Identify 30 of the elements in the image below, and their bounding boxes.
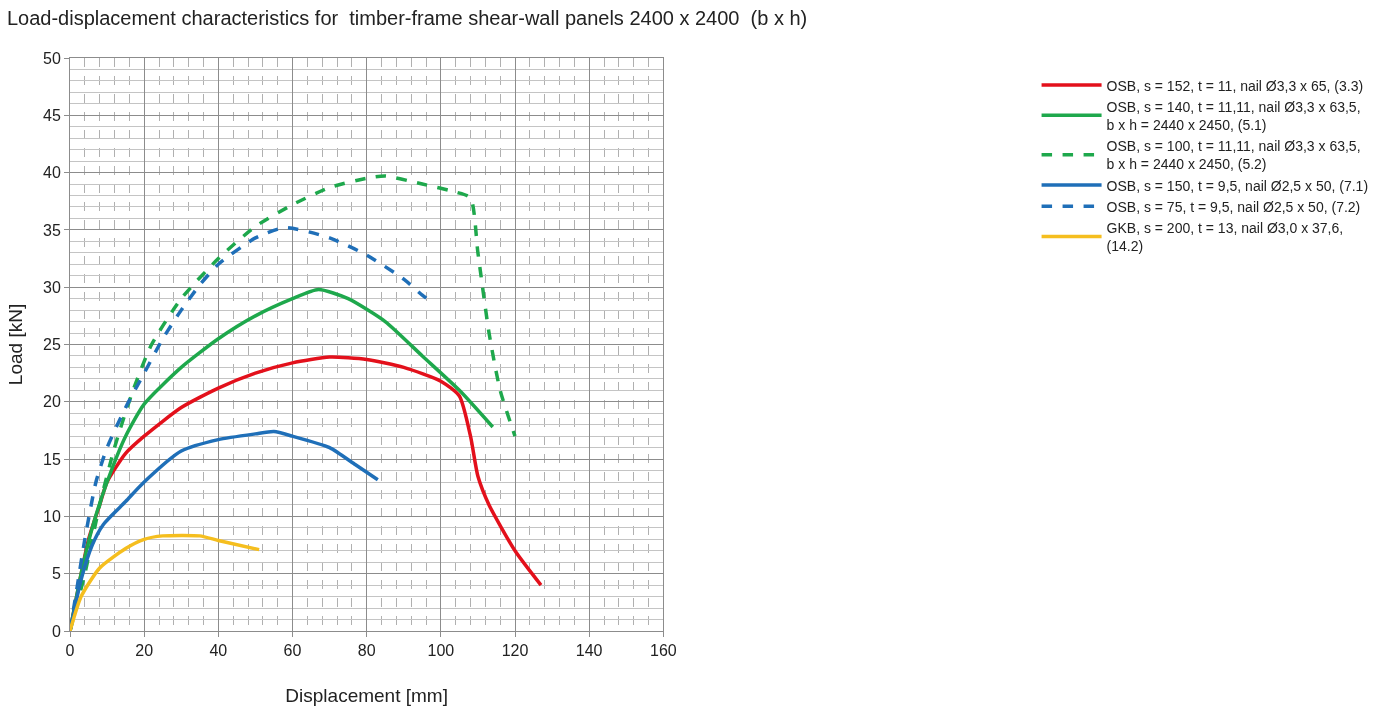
x-tick-label: 140 <box>575 642 603 660</box>
y-tick-label: 45 <box>43 106 61 124</box>
x-tick-label: 120 <box>501 642 529 660</box>
y-tick-label: 40 <box>43 164 61 182</box>
legend-label: OSB, s = 152, t = 11, nail Ø3,3 x 65, (3.3) <box>1106 77 1364 94</box>
x-tick-label: 100 <box>427 642 455 660</box>
chart-title: Load-displacement characteristics for timber-frame shear-wall panels 2400 x 2400 (b x h) <box>6 6 808 29</box>
legend-label: OSB, s = 100, t = 11,11, nail Ø3,3 x 63,5, b x h = 2440 x 2450, (5.2) <box>1106 138 1361 173</box>
x-tick-label: 20 <box>135 642 154 660</box>
legend-label: GKB, s = 200, t = 13, nail Ø3,0 x 37,6, (14.2) <box>1106 219 1344 255</box>
legend-label: OSB, s = 75, t = 9,5, nail Ø2,5 x 50, (7.2) <box>1106 198 1361 215</box>
x-tick-label: 80 <box>357 642 376 660</box>
y-tick-label: 0 <box>51 622 61 640</box>
y-axis-title: Load [kN] <box>4 303 26 386</box>
x-tick-label: 60 <box>283 642 302 660</box>
y-tick-label: 20 <box>43 393 61 411</box>
y-tick-label: 50 <box>43 49 61 67</box>
x-axis-title: Displacement [mm] <box>285 685 448 706</box>
y-tick-label: 10 <box>43 508 61 525</box>
legend-label: OSB, s = 140, t = 11,11, nail Ø3,3 x 63,5, b x h = 2440 x 2450, (5.1) <box>1106 98 1361 133</box>
y-tick-label: 5 <box>51 565 61 583</box>
legend-label: OSB, s = 150, t = 9,5, nail Ø2,5 x 50, (7.1) <box>1106 177 1369 194</box>
x-tick-label: 0 <box>65 642 75 660</box>
y-tick-label: 30 <box>43 278 61 296</box>
x-tick-label: 160 <box>649 642 677 660</box>
line-series <box>70 533 261 631</box>
y-tick-label: 25 <box>43 336 61 354</box>
x-tick-label: 40 <box>209 642 228 660</box>
y-tick-label: 35 <box>43 221 61 239</box>
y-tick-label: 15 <box>43 450 61 468</box>
